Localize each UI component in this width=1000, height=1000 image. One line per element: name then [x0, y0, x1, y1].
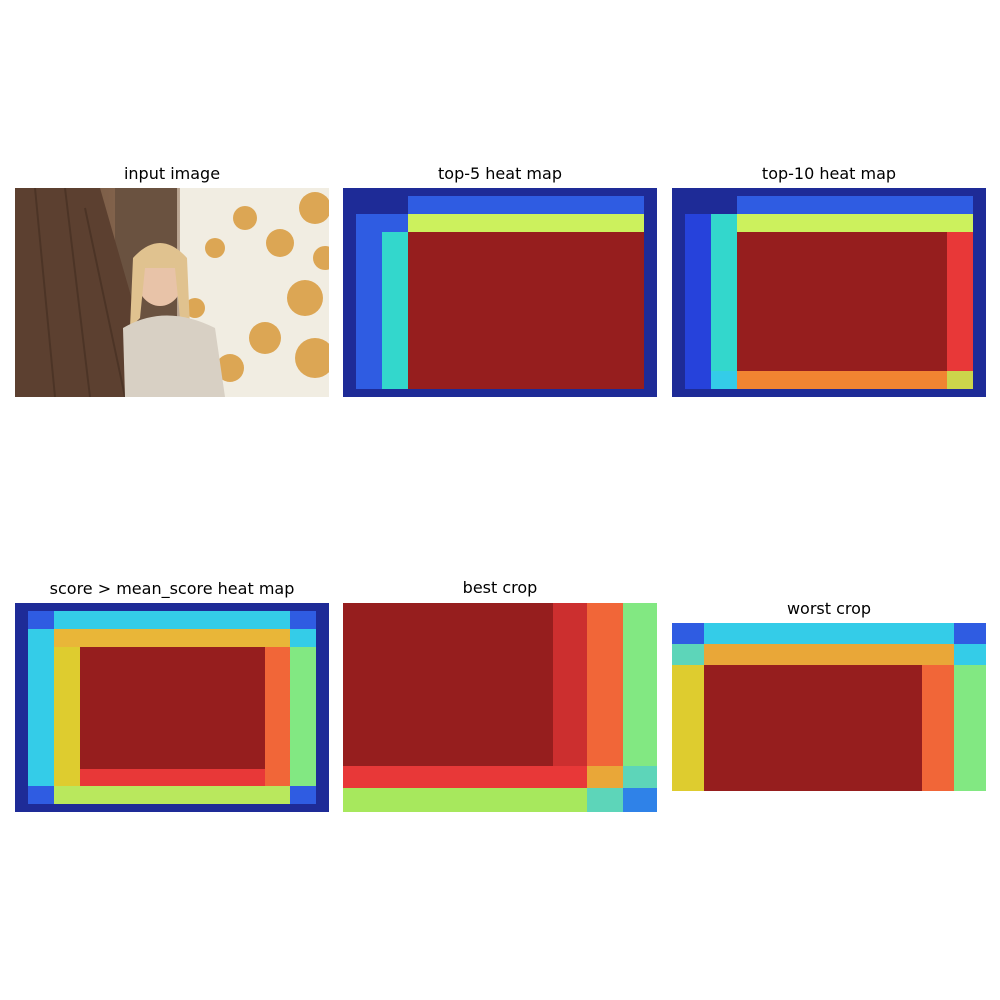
panel-title-input: input image — [123, 164, 221, 183]
panel-title-top10: top-10 heat map — [761, 164, 897, 183]
worst-crop-panel — [672, 623, 986, 791]
mean-score-heatmap-panel — [15, 603, 329, 812]
heatmap-top5 — [343, 188, 657, 397]
portrait-photo — [15, 188, 329, 397]
heatmap-mean-score — [15, 603, 329, 812]
heatmap-top10 — [672, 188, 986, 397]
best-crop-panel — [343, 603, 657, 812]
worst-crop-image — [672, 623, 986, 791]
input-image-panel — [15, 188, 329, 397]
top10-heatmap-panel — [672, 188, 986, 397]
top5-heatmap-panel — [343, 188, 657, 397]
panel-title-mean: score > mean_score heat map — [49, 579, 295, 598]
panel-title-worst-crop: worst crop — [786, 599, 872, 618]
best-crop-image — [343, 603, 657, 812]
panel-title-best-crop: best crop — [462, 578, 538, 597]
panel-title-top5: top-5 heat map — [438, 164, 562, 183]
